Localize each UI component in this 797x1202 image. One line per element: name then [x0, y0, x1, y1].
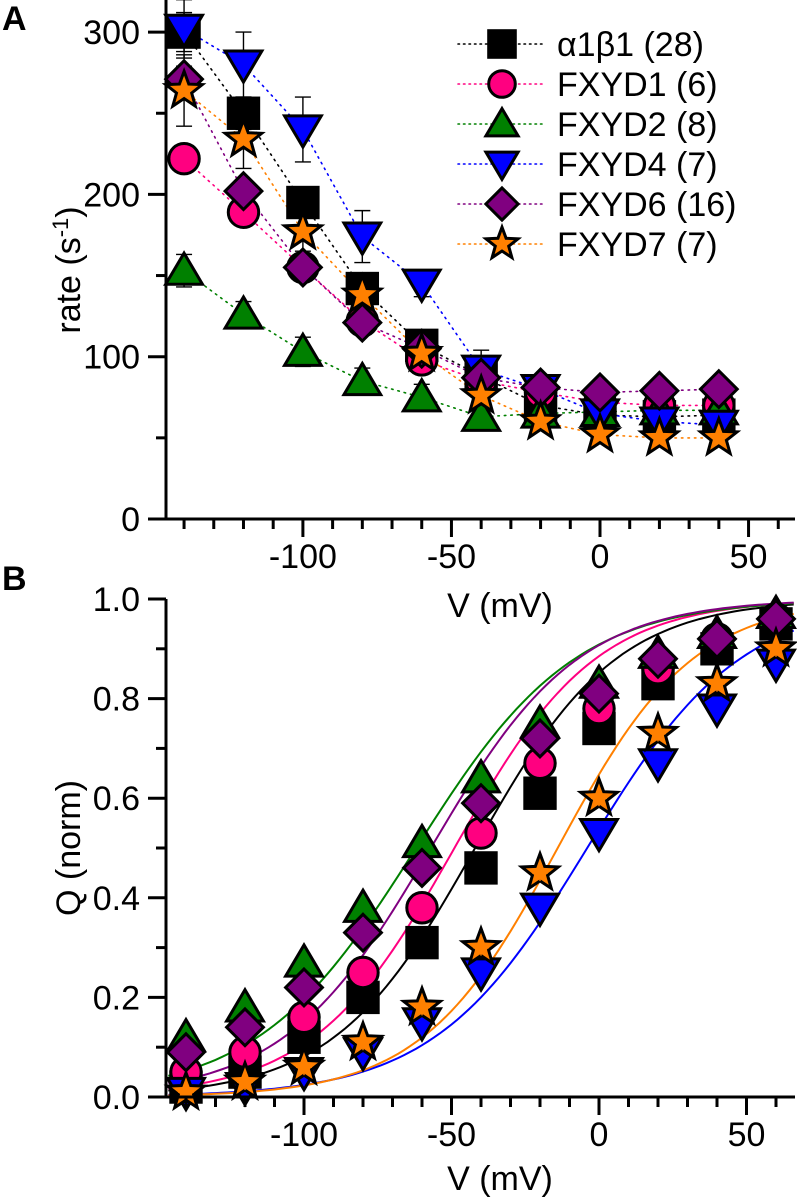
data-point-fxyd7-7: [221, 115, 266, 159]
data-point-fxyd6-16: [638, 370, 680, 412]
data-point-fxyd2-8: [281, 331, 324, 367]
data-point-fxyd6-16: [341, 302, 383, 344]
panel-a-markers: [161, 13, 742, 457]
data-point-fxyd7-7: [339, 271, 385, 315]
x-tick-label: -50: [427, 1116, 476, 1154]
legend-marker: [483, 105, 521, 138]
data-point-1-1-28: [464, 851, 498, 885]
x-tick-label: 50: [730, 538, 768, 576]
legend-label: FXYD1 (6): [557, 66, 718, 104]
data-point-fxyd7-7: [518, 398, 563, 441]
data-point-fxyd4-7: [222, 49, 265, 86]
y-tick-label: 0.4: [93, 880, 140, 918]
y-tick-label: 0.8: [93, 681, 140, 719]
panel-a-letter: A: [2, 0, 27, 38]
x-tick-label: 0: [591, 538, 610, 576]
series-line-fxyd6-16: [183, 78, 720, 394]
legend-item-fxyd6-16: FXYD6 (16): [457, 185, 737, 224]
data-point-fxyd4-7: [400, 268, 443, 305]
series-line-1-1-28: [183, 31, 720, 418]
panel-a-ylabel-close: ): [50, 206, 88, 217]
legend-item-fxyd4-7: FXYD4 (7): [457, 146, 718, 184]
x-tick-label: -100: [270, 1116, 338, 1154]
panel-b-x-axis-title: V (mV): [447, 1160, 553, 1198]
panel-a-connectors: [183, 28, 720, 439]
data-point-fxyd4-7: [163, 13, 206, 50]
y-tick-label: 300: [83, 14, 140, 52]
x-tick-label: -50: [427, 538, 476, 576]
data-point-1-1-28: [405, 925, 439, 960]
data-point-fxyd2-8: [222, 293, 265, 330]
y-tick-label: 1.0: [93, 581, 140, 619]
legend-label: FXYD2 (8): [557, 106, 718, 144]
panel-b-y-axis-title: Q (norm): [50, 780, 88, 916]
data-point-fxyd6-16: [222, 170, 265, 212]
y-tick-label: 0.0: [93, 1079, 140, 1117]
panel-a-y-axis-title: rate (s-1): [48, 206, 88, 333]
y-tick-label: 100: [83, 339, 140, 377]
legend-item-fxyd7-7: FXYD7 (7): [457, 222, 718, 264]
legend-marker: [487, 69, 517, 99]
data-point-fxyd1-6: [167, 141, 201, 176]
legend-label: α1β1 (28): [557, 26, 704, 64]
y-tick-label: 0.6: [93, 780, 140, 818]
series-line-fxyd7-7: [183, 89, 720, 439]
panel-a-ylabel-main: rate (s: [50, 237, 88, 333]
data-point-fxyd6-16: [579, 371, 621, 413]
data-point-fxyd6-16: [698, 368, 740, 410]
panel-b-letter: B: [2, 560, 27, 598]
data-point-fxyd2-8: [400, 376, 443, 413]
data-point-fxyd2-8: [163, 250, 206, 286]
legend-item-fxyd2-8: FXYD2 (8): [457, 105, 718, 144]
data-point-fxyd2-8: [460, 396, 503, 432]
panel-b-axes: -100 -50 0 50 0.0 0.2 0.4 0.6 0.8 1.0: [93, 581, 795, 1154]
series-line-fxyd4-7: [183, 28, 720, 426]
x-tick-label: 50: [728, 1116, 766, 1154]
legend-marker: [483, 185, 521, 223]
data-point-fxyd7-7: [577, 411, 623, 454]
panel-a-axes: -100 -50 0 50 0 100 200 300: [83, 0, 795, 576]
y-tick-label: 0: [121, 501, 140, 539]
y-tick-label: 200: [83, 176, 140, 214]
data-point-fxyd4-7: [341, 221, 384, 258]
legend-label: FXYD6 (16): [557, 186, 737, 224]
fit-curve-fxyd2-8: [168, 602, 794, 1077]
data-point-fxyd7-7: [696, 414, 742, 457]
data-point-fxyd7-7: [399, 329, 445, 373]
legend-item-1-1-28: α1β1 (28): [457, 26, 704, 64]
panel-b-chart: -100 -50 0 50 0.0 0.2 0.4 0.6 0.8 1.0 V (mV) Q (n…: [50, 581, 797, 1198]
panel-a-x-axis-title: V (mV): [447, 587, 553, 625]
legend-item-fxyd1-6: FXYD1 (6): [457, 66, 718, 104]
data-point-fxyd7-7: [458, 372, 504, 415]
data-point-fxyd2-8: [341, 360, 384, 397]
data-point-fxyd7-7: [637, 414, 682, 457]
panel-b-markers: [163, 593, 797, 1113]
y-tick-label: 0.2: [93, 979, 140, 1017]
legend: α1β1 (28)FXYD1 (6)FXYD2 (8)FXYD4 (7)FXYD…: [457, 26, 737, 264]
panel-a-chart: -100 -50 0 50 0 100 200 300 V (mV) rate (s-1) α…: [48, 0, 795, 625]
legend-marker: [481, 222, 523, 262]
data-point-fxyd6-16: [282, 246, 324, 288]
legend-marker: [483, 150, 521, 183]
data-point-fxyd7-7: [161, 66, 207, 110]
legend-label: FXYD4 (7): [557, 146, 718, 184]
series-line-fxyd2-8: [183, 269, 720, 418]
legend-label: FXYD7 (7): [557, 226, 718, 264]
data-point-fxyd4-7: [281, 114, 324, 151]
data-point-fxyd7-7: [280, 208, 326, 251]
panel-a-ylabel-sup: -1: [48, 218, 73, 238]
x-tick-label: -100: [269, 538, 337, 576]
legend-marker: [487, 29, 517, 59]
x-tick-label: 0: [590, 1116, 609, 1154]
